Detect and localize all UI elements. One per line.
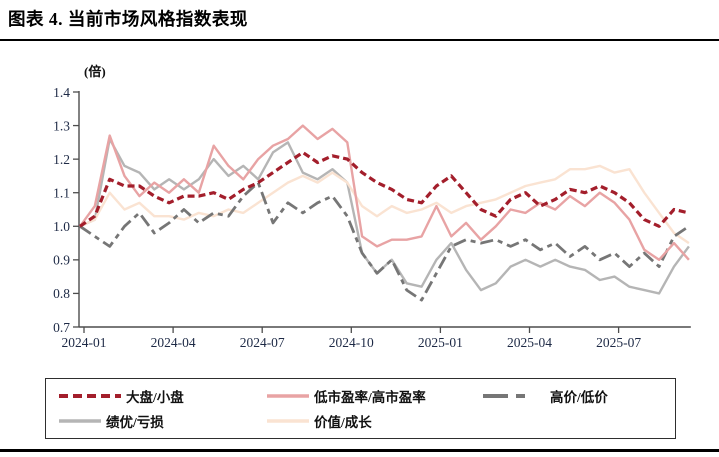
x-tick-label: 2025-07: [596, 335, 641, 350]
legend-marker-line: [267, 393, 309, 398]
series-line-2: [79, 124, 690, 262]
legend-row: 大盘/小盘 低市盈率/高市盈率 高价/低价: [58, 385, 675, 407]
legend-marker-line: [59, 419, 101, 424]
series-line-5: [79, 164, 690, 245]
x-tick-label: 2024-04: [151, 335, 196, 350]
legend-item: 大盘/小盘: [58, 385, 266, 407]
y-tick-label: 0.7: [53, 320, 70, 335]
y-tick-label: 1.3: [53, 118, 70, 133]
y-tick-label: 0.8: [53, 286, 70, 301]
figure-bottom-rule: [0, 449, 719, 452]
chart-legend: 大盘/小盘 低市盈率/高市盈率 高价/低价绩优/亏损 价值/成长: [45, 378, 676, 439]
legend-label: 低市盈率/高市盈率: [314, 389, 426, 405]
x-tick-label: 2024-01: [62, 335, 107, 350]
x-tick-label: 2025-01: [418, 335, 463, 350]
x-tick-label: 2024-07: [240, 335, 285, 350]
legend-marker-line: [59, 393, 121, 398]
y-tick-label: 1.0: [53, 219, 70, 234]
title-underline: [0, 39, 719, 41]
legend-item: 高价/低价: [482, 385, 608, 407]
legend-item: 绩优/亏损: [58, 410, 266, 432]
legend-label: 高价/低价: [550, 389, 608, 405]
legend-row: 绩优/亏损 价值/成长: [58, 410, 675, 432]
series-line-1: [79, 150, 690, 228]
legend-item: 价值/成长: [266, 410, 482, 432]
legend-item: 低市盈率/高市盈率: [266, 385, 482, 407]
legend-marker-line: [267, 419, 309, 424]
style-index-chart: 1.4 1.3 1.2 1.1 1.0 0.9 0.8 0.7 2024-01 2024-04 20…: [0, 55, 719, 360]
y-tick-label: 1.1: [53, 186, 70, 201]
legend-label: 绩优/亏损: [106, 415, 164, 431]
series-line-4: [79, 137, 690, 295]
legend-marker-line: [483, 393, 545, 398]
legend-label: 大盘/小盘: [126, 389, 184, 405]
figure-title: 图表 4. 当前市场风格指数表现: [8, 9, 248, 29]
legend-label: 价值/成长: [314, 415, 372, 431]
x-tick-label: 2024-10: [329, 335, 374, 350]
y-tick-label: 1.4: [53, 85, 70, 100]
series-line-3: [79, 181, 690, 302]
x-tick-label: 2025-04: [507, 335, 552, 350]
y-axis-unit-label: (倍): [84, 64, 106, 79]
y-tick-label: 0.9: [53, 253, 70, 268]
y-tick-label: 1.2: [53, 152, 70, 167]
